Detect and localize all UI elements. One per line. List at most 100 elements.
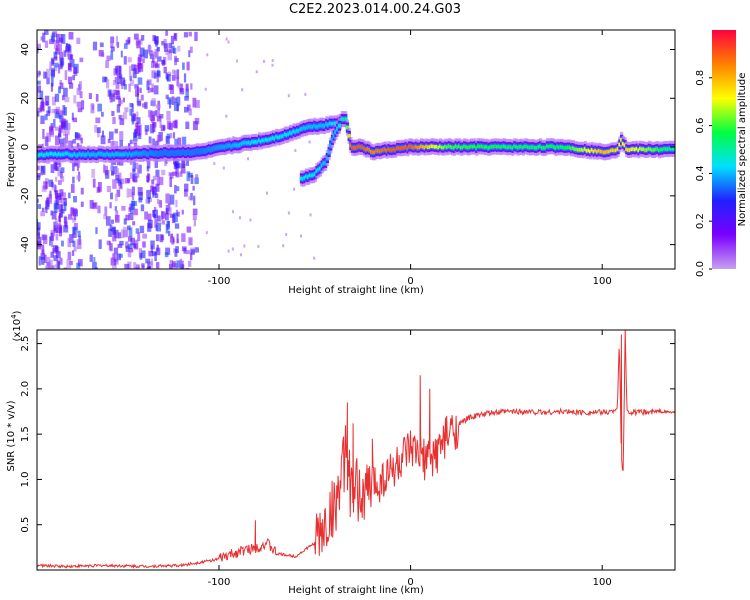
spectrogram-noise-cell xyxy=(135,264,140,269)
spectrogram-noise-cell xyxy=(108,228,112,237)
spectrogram-core-cell xyxy=(595,149,600,154)
spectrogram-core-cell xyxy=(430,144,434,148)
spectrogram-core-cell xyxy=(468,145,472,150)
spectrogram-noise-cell xyxy=(139,87,142,93)
spectrogram-noise-cell xyxy=(118,114,122,120)
spectrogram-noise-cell xyxy=(128,188,133,197)
spectrogram-noise-cell xyxy=(50,57,55,66)
spectrogram-noise-cell xyxy=(132,68,137,79)
spectrogram-noise-cell xyxy=(58,86,61,94)
spectrogram-core-cell xyxy=(376,148,381,153)
spectrogram-noise-cell xyxy=(151,179,155,185)
spectrogram-noise-cell xyxy=(140,204,145,212)
spectrogram-noise-cell xyxy=(68,32,74,40)
spectrogram-noise-cell xyxy=(176,76,179,87)
spectrogram-core-cell xyxy=(566,145,570,150)
spectrogram-core-cell xyxy=(568,145,572,150)
spectrogram-core-cell xyxy=(637,148,641,153)
spectrogram-noise-cell xyxy=(121,114,124,121)
colorbar-tick-label: 0.0 xyxy=(695,261,706,277)
spectrogram-noise-cell xyxy=(32,228,36,236)
spectrogram-noise-cell xyxy=(120,229,125,239)
spectrogram-core-cell xyxy=(570,146,574,151)
spectrogram-core-cell xyxy=(230,144,234,149)
spectrogram-core-cell xyxy=(514,144,519,149)
spectrogram-core-cell xyxy=(435,145,439,149)
spectrogram-noise-cell xyxy=(125,214,130,221)
spectrogram-noise-cell xyxy=(133,33,139,40)
spectrogram-noise-cell xyxy=(101,130,105,138)
spectrogram-core-cell xyxy=(51,151,55,156)
spectrogram-noise-cell xyxy=(128,83,131,92)
spectrogram-core-cell xyxy=(192,150,196,155)
spectrogram-noise-cell xyxy=(213,162,216,166)
spectrogram-noise-cell xyxy=(97,103,103,112)
spectrogram-noise-cell xyxy=(137,187,143,196)
spectrogram-noise-cell xyxy=(77,107,83,113)
spectrogram-noise-cell xyxy=(48,236,52,246)
spectrogram-core-cell xyxy=(97,151,101,156)
spectrogram-noise-cell xyxy=(100,135,106,145)
spectrogram-core-cell xyxy=(537,145,541,149)
spectrogram-noise-cell xyxy=(54,200,60,210)
spectrogram-noise-cell xyxy=(136,111,139,120)
spectrogram-noise-cell xyxy=(129,108,133,116)
spectrogram-noise-cell xyxy=(184,183,189,192)
spectrogram-noise-cell xyxy=(192,214,197,221)
spectrogram-core-cell xyxy=(333,121,338,126)
spectrogram-noise-cell xyxy=(108,131,114,140)
spectrogram-core-cell xyxy=(437,145,441,150)
spectrogram-core-cell xyxy=(264,137,269,142)
spectrogram-noise-cell xyxy=(138,62,144,72)
spectrogram-core-cell xyxy=(261,138,265,143)
spectrogram-noise-cell xyxy=(183,32,189,38)
spectrogram-noise-cell xyxy=(49,259,53,269)
spectrogram-noise-cell xyxy=(172,69,176,75)
spectrogram-core-cell xyxy=(337,123,342,128)
spectrogram-noise-cell xyxy=(132,137,137,144)
spectrogram-noise-cell xyxy=(193,219,196,227)
snr-frame xyxy=(36,329,676,571)
spectrogram-noise-cell xyxy=(182,136,187,147)
spectrogram-core-cell xyxy=(628,148,632,152)
spectrogram-noise-cell xyxy=(50,265,55,269)
spectrogram-noise-cell xyxy=(192,121,198,131)
spectrogram-noise-cell xyxy=(127,261,132,269)
spectrogram-noise-cell xyxy=(156,198,160,205)
spectrogram-core-cell xyxy=(663,147,667,151)
spectrogram-core-cell xyxy=(204,149,208,154)
spectrogram-core-cell xyxy=(418,145,422,150)
spectrogram-noise-cell xyxy=(112,80,116,86)
spectrogram-noise-cell xyxy=(176,186,180,192)
spectrogram-noise-cell xyxy=(138,191,143,201)
spectrogram-core-cell xyxy=(518,145,522,149)
spectrogram-noise-cell xyxy=(136,40,141,49)
spectrogram-core-cell xyxy=(487,146,491,150)
snr-panel xyxy=(36,329,676,571)
spectrogram-noise-cell xyxy=(61,118,67,128)
spectrogram-noise-cell xyxy=(37,47,39,54)
spectrogram-noise-cell xyxy=(33,183,35,189)
spectrogram-noise-cell xyxy=(185,121,190,130)
spectrogram-core-cell xyxy=(402,146,406,150)
spectrogram-core-cell xyxy=(311,173,316,177)
spectrogram-noise-cell xyxy=(95,117,101,124)
spectrogram-core-cell xyxy=(345,125,350,130)
spectrogram-noise-cell xyxy=(110,257,115,266)
spectrogram-noise-cell xyxy=(59,82,64,90)
y-tick-label: 1.5 xyxy=(20,426,31,442)
spectrogram-noise-cell xyxy=(109,202,112,209)
spectrogram-noise-cell xyxy=(42,32,46,43)
spectrogram-noise-cell xyxy=(249,218,252,222)
spectrogram-noise-cell xyxy=(195,174,199,179)
spectrogram-noise-cell xyxy=(154,72,157,79)
spectrogram-noise-cell xyxy=(188,196,192,201)
spectrogram-core-cell xyxy=(652,148,657,152)
spectrogram-core-cell xyxy=(520,144,524,149)
spectrogram-noise-cell xyxy=(54,56,58,61)
spectrogram-noise-cell xyxy=(51,211,57,220)
spectrogram-noise-cell xyxy=(53,119,56,128)
spectrogram-noise-cell xyxy=(158,200,163,207)
spectrogram-noise-cell xyxy=(42,235,48,245)
spectrogram-noise-cell xyxy=(73,213,77,220)
